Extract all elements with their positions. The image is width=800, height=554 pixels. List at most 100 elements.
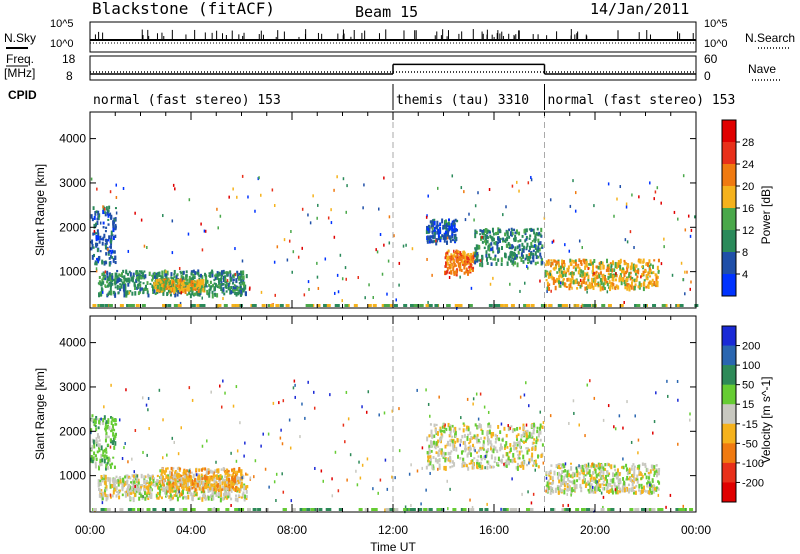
- echo-cell: [435, 441, 438, 446]
- echo-cell: [173, 440, 176, 444]
- echo-cell: [410, 503, 412, 507]
- count-right-tick-bottom: 10^0: [704, 38, 728, 50]
- echo-cell: [115, 195, 118, 199]
- echo-cell: [655, 276, 658, 281]
- echo-cell: [571, 487, 574, 493]
- echo-cell: [608, 280, 611, 285]
- echo-cell: [639, 489, 642, 495]
- echo-cell: [180, 476, 183, 482]
- echo-cell: [470, 255, 473, 261]
- echo-cell: [176, 475, 179, 479]
- echo-cell: [478, 440, 481, 444]
- echo-cell: [142, 495, 144, 499]
- echo-cell: [97, 479, 100, 484]
- echo-cell: [496, 462, 499, 466]
- echo-cell: [143, 287, 146, 291]
- echo-cell: [594, 486, 597, 491]
- echo-cell: [162, 475, 165, 481]
- echo-cell: [167, 304, 172, 307]
- echo-cell: [379, 233, 382, 237]
- echo-cell: [666, 379, 668, 383]
- echo-cell: [104, 422, 107, 427]
- echo-cell: [634, 283, 637, 287]
- echo-cell: [148, 482, 151, 488]
- echo-cell: [222, 282, 225, 286]
- echo-cell: [622, 268, 625, 273]
- echo-cell: [130, 304, 135, 307]
- echo-cell: [133, 487, 136, 493]
- echo-cell: [677, 398, 679, 402]
- echo-cell: [453, 249, 455, 253]
- echo-cell: [612, 283, 615, 287]
- echo-cell: [162, 278, 165, 283]
- echo-cell: [107, 303, 110, 307]
- echo-cell: [636, 478, 639, 481]
- echo-cell: [550, 508, 555, 511]
- echo-cell: [592, 264, 595, 269]
- echo-cell: [618, 277, 621, 283]
- echo-cell: [430, 444, 433, 448]
- echo-cell: [381, 304, 386, 307]
- echo-cell: [511, 254, 514, 259]
- colorbar-swatch: [722, 423, 736, 444]
- echo-cell: [449, 263, 452, 269]
- echo-cell: [137, 487, 140, 490]
- echo-cell: [337, 290, 340, 294]
- echo-cell: [503, 426, 506, 431]
- echo-cell: [534, 459, 537, 465]
- echo-cell: [481, 464, 484, 470]
- echo-cell: [178, 467, 181, 472]
- echo-cell: [690, 280, 692, 284]
- echo-cell: [530, 244, 533, 248]
- echo-cell: [145, 479, 148, 483]
- echo-cell: [469, 261, 472, 266]
- echo-cell: [124, 475, 127, 479]
- echo-cell: [479, 229, 482, 232]
- echo-cell: [240, 484, 243, 488]
- echo-cell: [468, 259, 471, 262]
- echo-cell: [445, 261, 448, 266]
- echo-cell: [511, 260, 514, 265]
- echo-cell: [162, 304, 167, 307]
- echo-cell: [239, 288, 242, 291]
- echo-cell: [334, 304, 339, 307]
- echo-cell: [541, 245, 544, 249]
- echo-cell: [225, 477, 228, 482]
- echo-cell: [655, 391, 657, 395]
- echo-cell: [169, 483, 172, 488]
- echo-cell: [104, 270, 107, 274]
- echo-cell: [485, 250, 488, 254]
- echo-cell: [600, 261, 603, 265]
- echo-cell: [258, 176, 260, 180]
- echo-cell: [101, 260, 104, 265]
- echo-cell: [496, 449, 499, 454]
- echo-cell: [654, 190, 657, 194]
- echo-cell: [502, 454, 505, 458]
- echo-cell: [534, 233, 537, 238]
- echo-cell: [580, 489, 583, 493]
- echo-cell: [448, 228, 451, 231]
- colorbar-frame: [721, 325, 737, 503]
- echo-cell: [510, 304, 515, 307]
- echo-cell: [95, 232, 98, 235]
- echo-cell: [494, 433, 497, 437]
- echo-cell: [478, 423, 481, 426]
- echo-cell: [507, 241, 510, 246]
- echo-cell: [154, 481, 157, 484]
- nsky-label: N.Sky: [4, 31, 36, 45]
- echo-cell: [561, 489, 564, 493]
- echo-cell: [337, 489, 340, 493]
- echo-cell: [101, 272, 104, 277]
- echo-cell: [134, 484, 136, 488]
- echo-cell: [196, 304, 201, 307]
- echo-cell: [169, 287, 172, 293]
- echo-cell: [625, 270, 628, 275]
- echo-cell: [216, 293, 219, 298]
- echo-cell: [222, 466, 225, 471]
- echo-cell: [536, 261, 539, 264]
- echo-cell: [607, 482, 610, 485]
- echo-cell: [660, 201, 662, 205]
- echo-cell: [144, 274, 147, 279]
- echo-cell: [507, 424, 509, 428]
- echo-cell: [497, 236, 500, 241]
